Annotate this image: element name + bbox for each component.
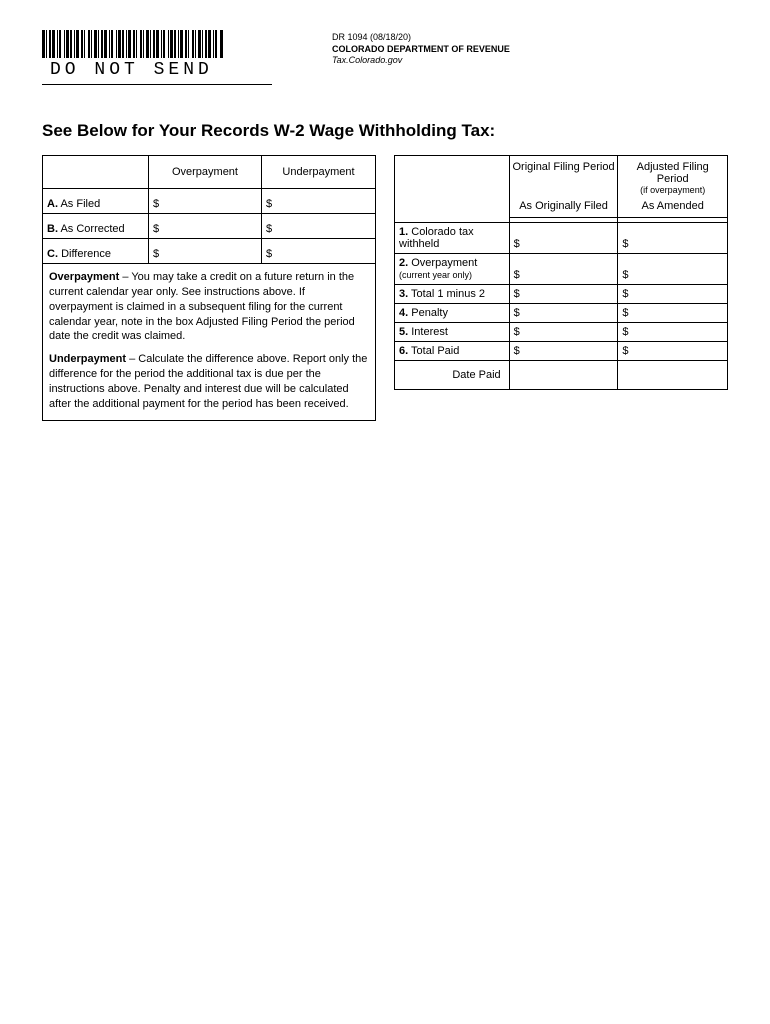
table-row: 6. Total Paid $ $ [395, 341, 728, 360]
row-c-overpayment[interactable]: $ [149, 239, 262, 264]
row-5-label: 5. Interest [395, 322, 510, 341]
row-6-label: 6. Total Paid [395, 341, 510, 360]
row-c-label: C. Difference [43, 239, 149, 264]
form-page: DO NOT SEND DR 1094 (08/18/20) COLORADO … [0, 0, 770, 451]
row-a-underpayment[interactable]: $ [261, 189, 375, 214]
table-row: 2. Overpayment(current year only) $ $ [395, 253, 728, 284]
form-code: DR 1094 (08/18/20) [332, 32, 510, 44]
tables-container: Overpayment Underpayment A. As Filed $ $… [42, 155, 728, 421]
original-filing-header: Original Filing Period [509, 156, 618, 199]
amended-filing-table: Original Filing Period Adjusted Filing P… [394, 155, 728, 390]
overpayment-header: Overpayment [149, 156, 262, 189]
row-b-underpayment[interactable]: $ [261, 214, 375, 239]
row-5-original[interactable]: $ [509, 322, 618, 341]
table-row: 4. Penalty $ $ [395, 303, 728, 322]
row-6-adjusted[interactable]: $ [618, 341, 728, 360]
table-row: 1. Colorado tax withheld $ $ [395, 222, 728, 253]
row-a-overpayment[interactable]: $ [149, 189, 262, 214]
table-row: Date Paid [395, 360, 728, 389]
page-title: See Below for Your Records W-2 Wage With… [42, 121, 728, 141]
row-6-original[interactable]: $ [509, 341, 618, 360]
row-1-label: 1. Colorado tax withheld [395, 222, 510, 253]
table-row: B. As Corrected $ $ [43, 214, 376, 239]
table-row: A. As Filed $ $ [43, 189, 376, 214]
header-row: DO NOT SEND DR 1094 (08/18/20) COLORADO … [42, 30, 728, 85]
row-a-label: A. As Filed [43, 189, 149, 214]
department-name: COLORADO DEPARTMENT OF REVENUE [332, 44, 510, 56]
table-row: 3. Total 1 minus 2 $ $ [395, 284, 728, 303]
as-amended-header: As Amended [618, 198, 728, 218]
barcode-block: DO NOT SEND [42, 30, 272, 85]
department-info: DR 1094 (08/18/20) COLORADO DEPARTMENT O… [332, 30, 510, 67]
table-header-row: Overpayment Underpayment [43, 156, 376, 189]
row-3-original[interactable]: $ [509, 284, 618, 303]
row-2-label: 2. Overpayment(current year only) [395, 253, 510, 284]
overpayment-note: Overpayment – You may take a credit on a… [49, 270, 369, 344]
date-paid-label: Date Paid [395, 360, 510, 389]
barcode-icon [42, 30, 272, 58]
table-row: 5. Interest $ $ [395, 322, 728, 341]
row-b-overpayment[interactable]: $ [149, 214, 262, 239]
department-site: Tax.Colorado.gov [332, 55, 510, 67]
as-originally-filed-header: As Originally Filed [509, 198, 618, 218]
row-2-original[interactable]: $ [509, 253, 618, 284]
table-row: C. Difference $ $ [43, 239, 376, 264]
row-3-label: 3. Total 1 minus 2 [395, 284, 510, 303]
row-4-original[interactable]: $ [509, 303, 618, 322]
underpayment-note: Underpayment – Calculate the difference … [49, 352, 369, 411]
row-c-underpayment[interactable]: $ [261, 239, 375, 264]
blank-header [395, 156, 510, 218]
row-2-adjusted[interactable]: $ [618, 253, 728, 284]
row-1-adjusted[interactable]: $ [618, 222, 728, 253]
date-paid-adjusted[interactable] [618, 360, 728, 389]
row-3-adjusted[interactable]: $ [618, 284, 728, 303]
notes-box: Overpayment – You may take a credit on a… [42, 264, 376, 421]
underpayment-header: Underpayment [261, 156, 375, 189]
date-paid-original[interactable] [509, 360, 618, 389]
right-column: Original Filing Period Adjusted Filing P… [394, 155, 728, 390]
do-not-send-label: DO NOT SEND [42, 58, 272, 84]
blank-header [43, 156, 149, 189]
row-5-adjusted[interactable]: $ [618, 322, 728, 341]
row-b-label: B. As Corrected [43, 214, 149, 239]
row-1-original[interactable]: $ [509, 222, 618, 253]
adjusted-filing-header: Adjusted Filing Period(if overpayment) [618, 156, 728, 199]
row-4-label: 4. Penalty [395, 303, 510, 322]
filing-difference-table: Overpayment Underpayment A. As Filed $ $… [42, 155, 376, 264]
table-header-row: Original Filing Period Adjusted Filing P… [395, 156, 728, 199]
row-4-adjusted[interactable]: $ [618, 303, 728, 322]
left-column: Overpayment Underpayment A. As Filed $ $… [42, 155, 376, 421]
